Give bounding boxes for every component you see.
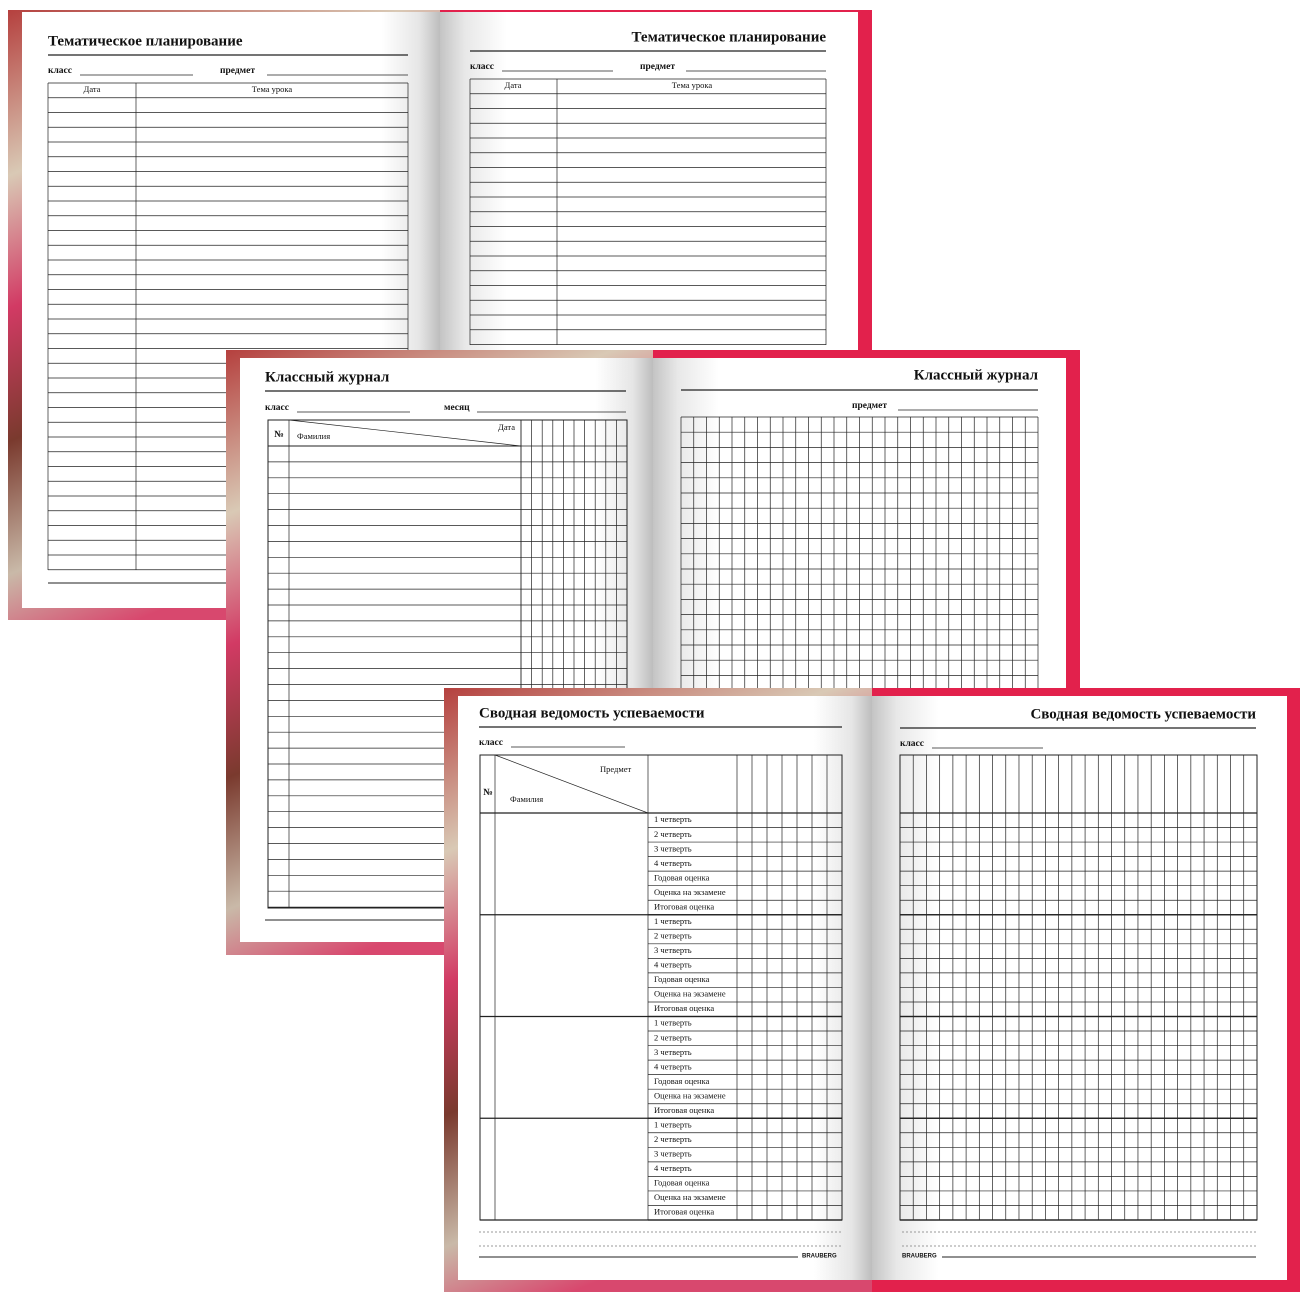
field-label: класс bbox=[265, 403, 289, 413]
row-label: Итоговая оценка bbox=[654, 1003, 714, 1013]
page-right bbox=[872, 696, 1287, 1280]
row-label: Итоговая оценка bbox=[654, 1105, 714, 1115]
field-label: предмет bbox=[640, 62, 675, 72]
row-label: 2 четверть bbox=[654, 1134, 692, 1144]
field-label: предмет bbox=[220, 66, 255, 76]
brand-logo: BRAUBERG bbox=[902, 1254, 937, 1260]
row-label: 3 четверть bbox=[654, 1149, 692, 1159]
field-label: предмет bbox=[852, 401, 887, 411]
page-title: Сводная ведомость успеваемости bbox=[1030, 706, 1256, 722]
column-header: Предмет bbox=[600, 764, 632, 774]
column-header: Тема урока bbox=[672, 80, 713, 90]
column-header: Фамилия bbox=[297, 431, 330, 441]
page-title: Классный журнал bbox=[265, 369, 390, 385]
row-label: 3 четверть bbox=[654, 843, 692, 853]
row-label: Итоговая оценка bbox=[654, 1207, 714, 1217]
column-header: № bbox=[483, 788, 493, 798]
content: Тематическое планирование класс предмет Дат… bbox=[8, 10, 1300, 1292]
column-header: Дата bbox=[84, 84, 101, 94]
field-label: класс bbox=[470, 62, 494, 72]
page-title: Тематическое планирование bbox=[632, 29, 827, 45]
field-label: класс bbox=[48, 66, 72, 76]
page-title: Классный журнал bbox=[914, 367, 1039, 383]
row-label: 4 четверть bbox=[654, 858, 692, 868]
column-header: Фамилия bbox=[510, 794, 543, 804]
row-label: 1 четверть bbox=[654, 916, 692, 926]
row-label: 2 четверть bbox=[654, 931, 692, 941]
row-label: 3 четверть bbox=[654, 945, 692, 955]
row-label: 1 четверть bbox=[654, 1018, 692, 1028]
row-label: 1 четверть bbox=[654, 814, 692, 824]
field-label: класс bbox=[479, 738, 503, 748]
page-title: Сводная ведомость успеваемости bbox=[479, 705, 705, 721]
column-header: Дата bbox=[505, 80, 522, 90]
row-label: 2 четверть bbox=[654, 1032, 692, 1042]
page-left bbox=[458, 696, 872, 1280]
brand-logo: BRAUBERG bbox=[802, 1254, 837, 1260]
rule bbox=[494, 754, 649, 814]
row-label: 4 четверть bbox=[654, 960, 692, 970]
column-header: № bbox=[274, 430, 284, 440]
row-label: Годовая оценка bbox=[654, 1076, 710, 1086]
column-header: Дата bbox=[498, 422, 515, 432]
row-label: 4 четверть bbox=[654, 1163, 692, 1173]
page-title: Тематическое планирование bbox=[48, 33, 243, 49]
row-label: Годовая оценка bbox=[654, 1178, 710, 1188]
column-header: Тема урока bbox=[252, 84, 293, 94]
row-label: Итоговая оценка bbox=[654, 901, 714, 911]
row-label: Годовая оценка bbox=[654, 872, 710, 882]
rule bbox=[288, 419, 522, 447]
row-label: Оценка на экзамене bbox=[654, 1192, 726, 1202]
row-label: 3 четверть bbox=[654, 1047, 692, 1057]
row-label: Оценка на экзамене bbox=[654, 887, 726, 897]
row-label: Годовая оценка bbox=[654, 974, 710, 984]
row-label: 2 четверть bbox=[654, 829, 692, 839]
field-label: класс bbox=[900, 739, 924, 749]
field-label: месяц bbox=[444, 403, 470, 413]
row-label: Оценка на экзамене bbox=[654, 1090, 726, 1100]
row-label: 1 четверть bbox=[654, 1119, 692, 1129]
row-label: Оценка на экзамене bbox=[654, 989, 726, 999]
row-label: 4 четверть bbox=[654, 1061, 692, 1071]
